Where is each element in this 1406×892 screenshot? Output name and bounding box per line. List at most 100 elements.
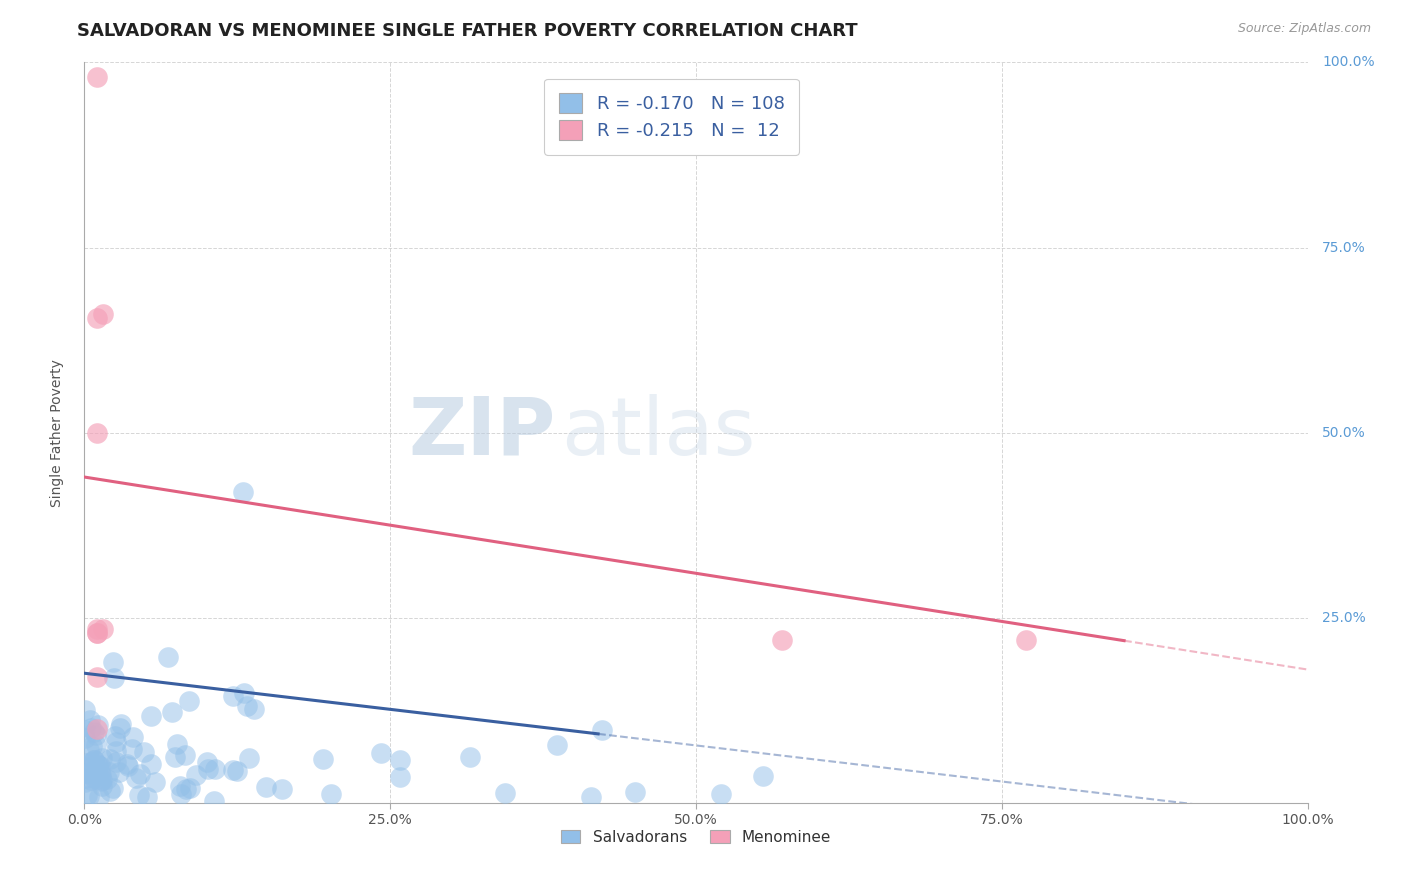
Point [221,764,243,778]
Point [124,771,146,785]
Point [104,729,127,743]
Text: SALVADORAN VS MENOMINEE SINGLE FATHER POVERTY CORRELATION CHART: SALVADORAN VS MENOMINEE SINGLE FATHER PO… [77,22,858,40]
Point [86,764,108,778]
Point [101,656,124,670]
Point [76,766,98,780]
Point [225,764,247,779]
Text: Source: ZipAtlas.com: Source: ZipAtlas.com [1237,22,1371,36]
Point [86,625,108,640]
Point [110,721,132,735]
Point [86,772,108,786]
Point [104,744,127,758]
Point [96,772,118,786]
Point [160,705,183,719]
Point [156,650,179,665]
Point [546,738,568,752]
Point [103,671,125,685]
Point [89,759,111,773]
Point [232,484,254,499]
Point [222,689,245,703]
Point [77,789,100,804]
Text: atlas: atlas [561,393,756,472]
Y-axis label: Single Father Poverty: Single Father Poverty [49,359,63,507]
Text: ZIP: ZIP [408,393,555,472]
Point [90,774,112,789]
Point [236,699,259,714]
Point [204,762,226,776]
Point [388,753,411,767]
Point [80,773,103,788]
Point [139,757,162,772]
Point [319,788,342,802]
Point [86,738,108,752]
Point [184,768,207,782]
Point [91,772,114,787]
Point [97,764,120,779]
Point [271,781,294,796]
Point [83,752,105,766]
Point [100,784,122,798]
Point [98,751,121,765]
Point [166,737,188,751]
Point [80,739,103,753]
Point [243,701,266,715]
Point [115,757,138,772]
Point [458,750,481,764]
Point [129,767,152,781]
Point [139,709,162,723]
Point [710,787,733,801]
Point [83,753,105,767]
Point [75,723,97,737]
Point [1015,632,1038,647]
Point [73,771,96,785]
Point [91,307,114,321]
Point [170,787,193,801]
Point [86,622,108,636]
Point [91,751,114,765]
Point [87,757,110,772]
Point [86,425,108,440]
Point [86,670,108,684]
Text: 50.0%: 50.0% [1322,425,1367,440]
Point [89,765,111,780]
Text: 75.0%: 75.0% [1322,241,1367,254]
Point [770,632,793,647]
Point [86,310,108,325]
Point [77,742,100,756]
Point [75,756,97,771]
Point [388,770,411,784]
Point [121,741,143,756]
Point [80,759,103,773]
Point [174,781,197,796]
Point [197,763,219,777]
Point [132,745,155,759]
Point [117,759,139,773]
Point [84,728,107,742]
Point [108,764,131,779]
Point [90,768,112,782]
Text: 100.0%: 100.0% [1322,55,1375,70]
Point [80,721,103,735]
Point [177,694,200,708]
Point [83,724,105,739]
Point [87,789,110,804]
Point [169,779,191,793]
Point [202,794,225,808]
Point [76,767,98,781]
Point [232,686,254,700]
Point [238,751,260,765]
Point [83,771,105,785]
Point [86,625,108,640]
Point [104,735,127,749]
Point [101,781,124,796]
Point [122,731,145,745]
Point [73,731,96,745]
Point [110,716,132,731]
Point [86,722,108,736]
Point [195,755,218,769]
Point [91,779,114,793]
Text: 25.0%: 25.0% [1322,611,1367,624]
Point [91,622,114,636]
Point [79,755,101,769]
Point [87,717,110,731]
